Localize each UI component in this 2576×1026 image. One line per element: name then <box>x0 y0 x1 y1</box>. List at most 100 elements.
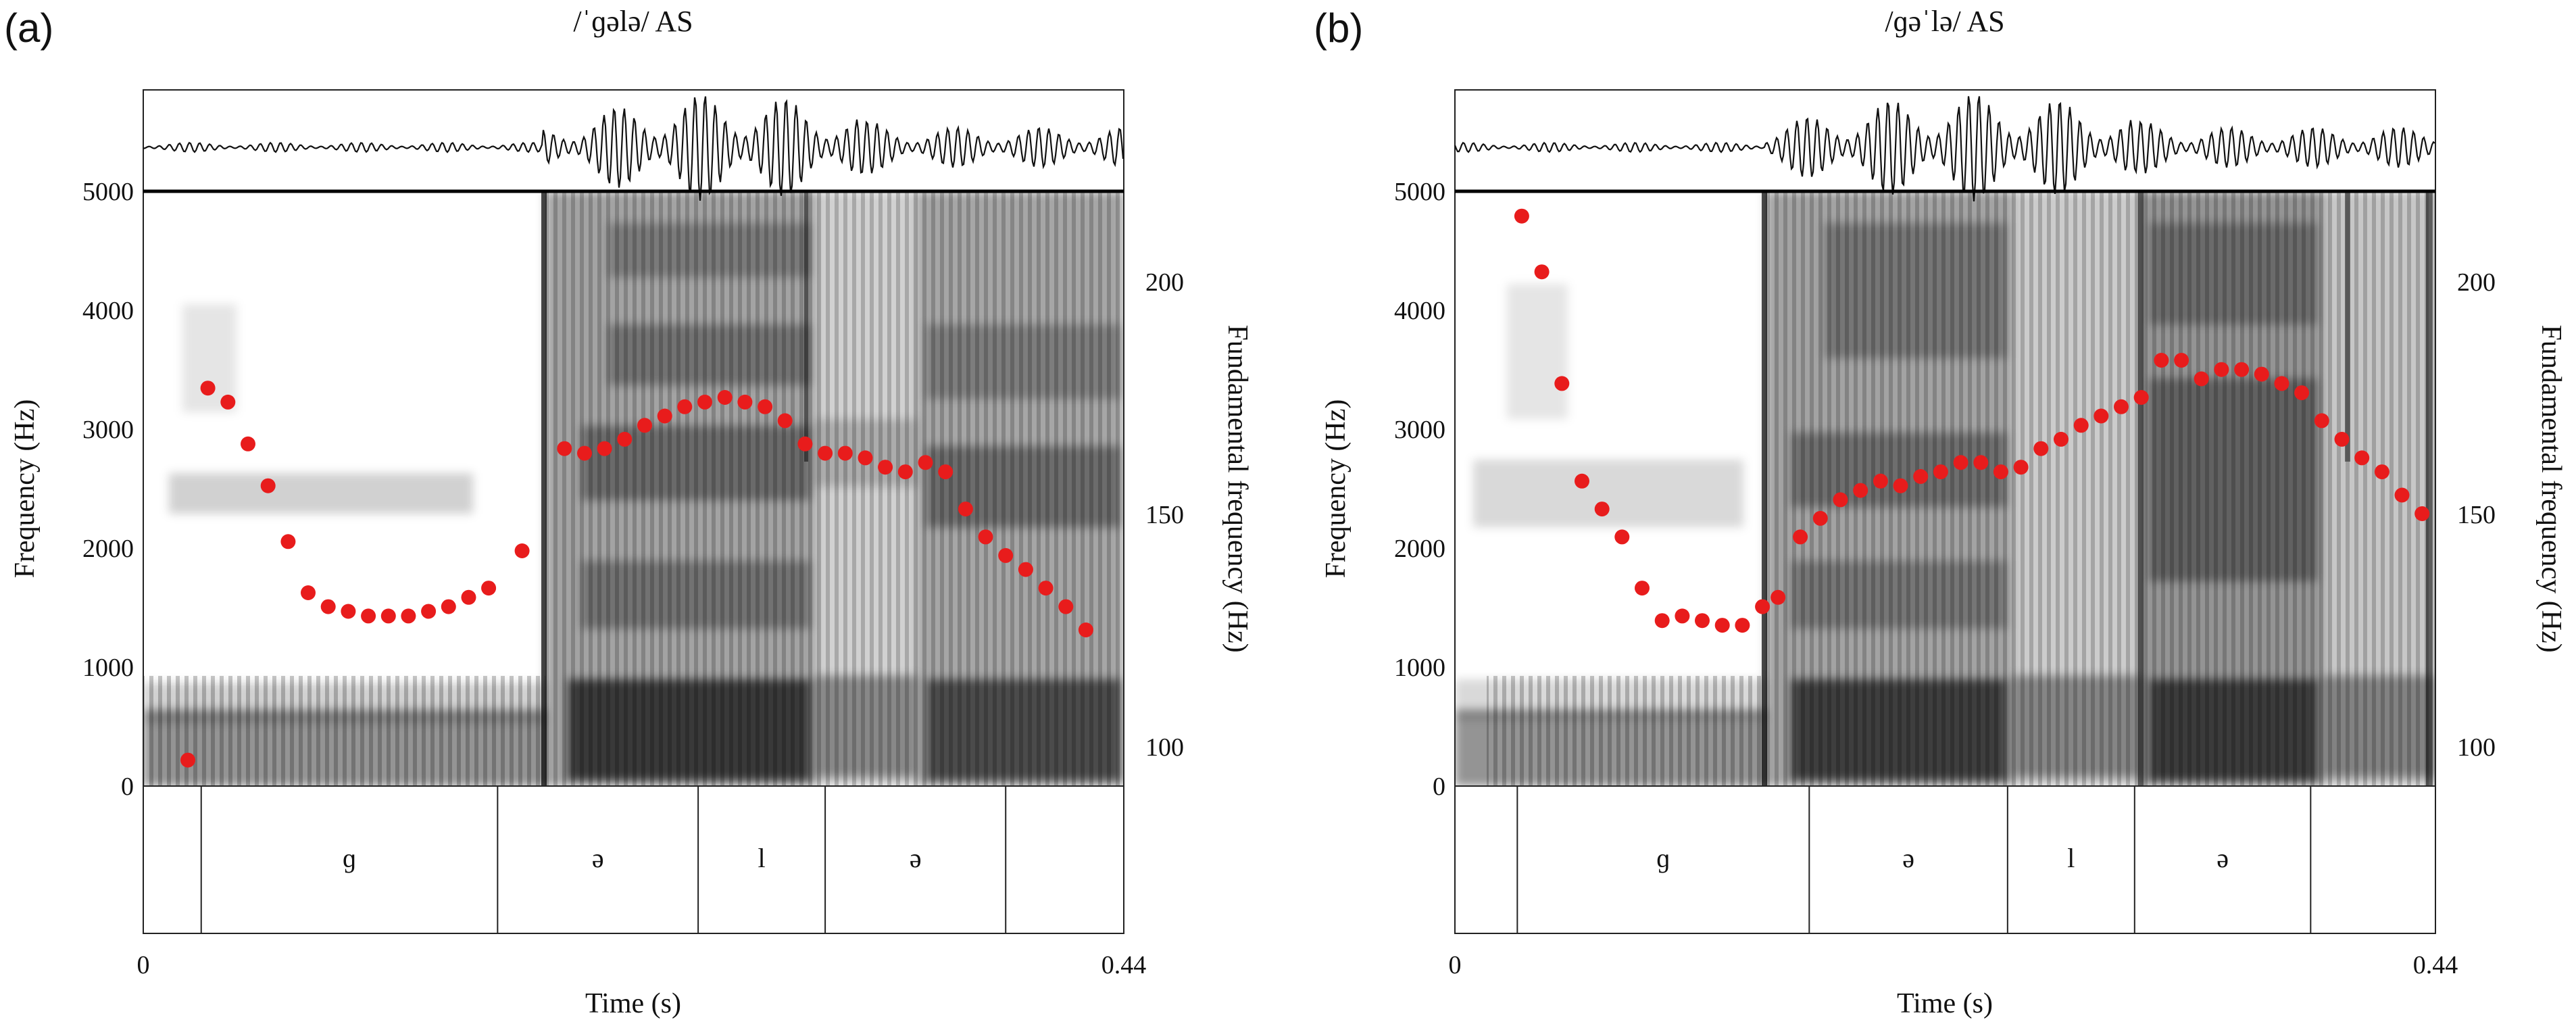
f0-tick-200: 200 <box>2457 268 2496 297</box>
f0-point <box>1993 464 2008 480</box>
spec-tick-1000: 1000 <box>82 654 134 682</box>
f0-point <box>918 455 933 470</box>
waveform-trace <box>143 96 1124 201</box>
f0-point <box>401 608 416 624</box>
f0-point <box>2013 460 2029 475</box>
f0-point <box>2394 487 2410 503</box>
f0-point <box>301 585 316 600</box>
f0-point <box>1554 376 1570 391</box>
spec-tick-3000: 3000 <box>82 416 134 444</box>
f0-point <box>958 502 973 517</box>
f0-point <box>1534 264 1550 280</box>
panel-b: (b) /ɡəˈlə/ AS <box>1314 5 2567 1019</box>
f0-point <box>938 464 953 480</box>
waveform-trace <box>1454 96 2435 201</box>
f0-point <box>341 604 356 619</box>
f0-point <box>1735 618 1750 633</box>
segment-label: ə <box>592 843 604 873</box>
f0-point <box>657 408 672 424</box>
x-axis-label: Time (s) <box>585 988 681 1019</box>
f0-point <box>878 460 893 475</box>
f0-point <box>597 441 612 456</box>
segment-label: ə <box>1902 843 1914 873</box>
panel-b-label: (b) <box>1314 5 1363 51</box>
f0-point <box>677 399 693 414</box>
left-axis: 0 1000 2000 3000 4000 5000 Frequency (Hz… <box>1320 178 1445 801</box>
f0-point <box>2094 408 2109 424</box>
spec-tick-3000: 3000 <box>1394 416 1445 444</box>
f0-point <box>1635 581 1650 596</box>
f0-point <box>2174 353 2189 368</box>
f0-point <box>421 604 437 619</box>
x-tick-start: 0 <box>1449 951 1462 979</box>
segment-label: ɡ <box>343 843 356 873</box>
f0-point <box>1675 608 1690 624</box>
left-axis: 0 1000 2000 3000 4000 5000 Frequency (Hz… <box>9 178 134 801</box>
f0-tick-100: 100 <box>1145 733 1184 762</box>
f0-point <box>180 752 195 768</box>
spec-tick-4000: 4000 <box>1394 297 1445 325</box>
f0-point <box>2033 441 2049 456</box>
f0-point <box>1973 455 1989 470</box>
spec-tick-0: 0 <box>1433 773 1445 801</box>
f0-point <box>2154 353 2169 368</box>
spectrogram <box>1455 191 2435 786</box>
spec-tick-1000: 1000 <box>1394 654 1445 682</box>
f0-point <box>2274 376 2289 391</box>
f0-point <box>818 445 833 461</box>
f0-point <box>717 390 733 405</box>
spec-tick-4000: 4000 <box>82 297 134 325</box>
f0-point <box>1018 562 1033 577</box>
f0-point <box>758 399 773 414</box>
segment-label: l <box>2067 843 2075 873</box>
panel-b-title: /ɡəˈlə/ AS <box>1885 5 2004 38</box>
f0-point <box>998 547 1014 563</box>
x-tick-end: 0.44 <box>1101 951 1147 979</box>
f0-point <box>2114 399 2129 414</box>
f0-point <box>241 436 255 451</box>
f0-point <box>1078 622 1093 637</box>
f0-point <box>1933 464 1948 480</box>
f0-point <box>2194 371 2209 387</box>
f0-point <box>1038 581 1054 596</box>
f0-point <box>1913 469 1929 484</box>
panel-a: (a) /ˈɡələ/ AS <box>4 5 1253 1019</box>
f0-point <box>1812 510 1828 526</box>
panel-a-label: (a) <box>4 5 53 51</box>
f0-point <box>2214 362 2229 377</box>
f0-point <box>2354 450 2370 466</box>
panel-a-title: /ˈɡələ/ AS <box>573 5 693 38</box>
f0-point <box>1953 455 1968 470</box>
x-tick-start: 0 <box>137 951 150 979</box>
f0-point <box>1770 589 1786 605</box>
f0-point <box>1853 483 1868 498</box>
f0-point <box>2234 362 2250 377</box>
f0-series-b <box>1514 208 2430 633</box>
f0-tick-200: 200 <box>1145 268 1184 297</box>
f0-point <box>2073 418 2089 433</box>
f0-point <box>200 381 216 396</box>
segment-label: l <box>758 843 766 873</box>
right-axis-label: Fundamental frequency (Hz) <box>1222 324 1253 652</box>
f0-point <box>380 608 396 624</box>
spec-tick-0: 0 <box>121 773 134 801</box>
f0-point <box>2414 506 2430 521</box>
f0-point <box>2374 464 2389 480</box>
f0-point <box>1594 502 1610 517</box>
f0-point <box>2334 431 2350 447</box>
f0-point <box>697 394 712 410</box>
f0-point <box>441 599 456 614</box>
f0-point <box>737 394 753 410</box>
spec-tick-2000: 2000 <box>82 535 134 563</box>
f0-point <box>1833 492 1848 508</box>
right-axis-label: Fundamental frequency (Hz) <box>2535 324 2567 652</box>
segment-label: ɡ <box>1656 843 1670 873</box>
f0-point <box>514 543 530 558</box>
segment-label: ə <box>2216 843 2229 873</box>
f0-series-a <box>180 381 1093 768</box>
f0-point <box>1755 599 1770 614</box>
spec-tick-5000: 5000 <box>82 178 134 206</box>
